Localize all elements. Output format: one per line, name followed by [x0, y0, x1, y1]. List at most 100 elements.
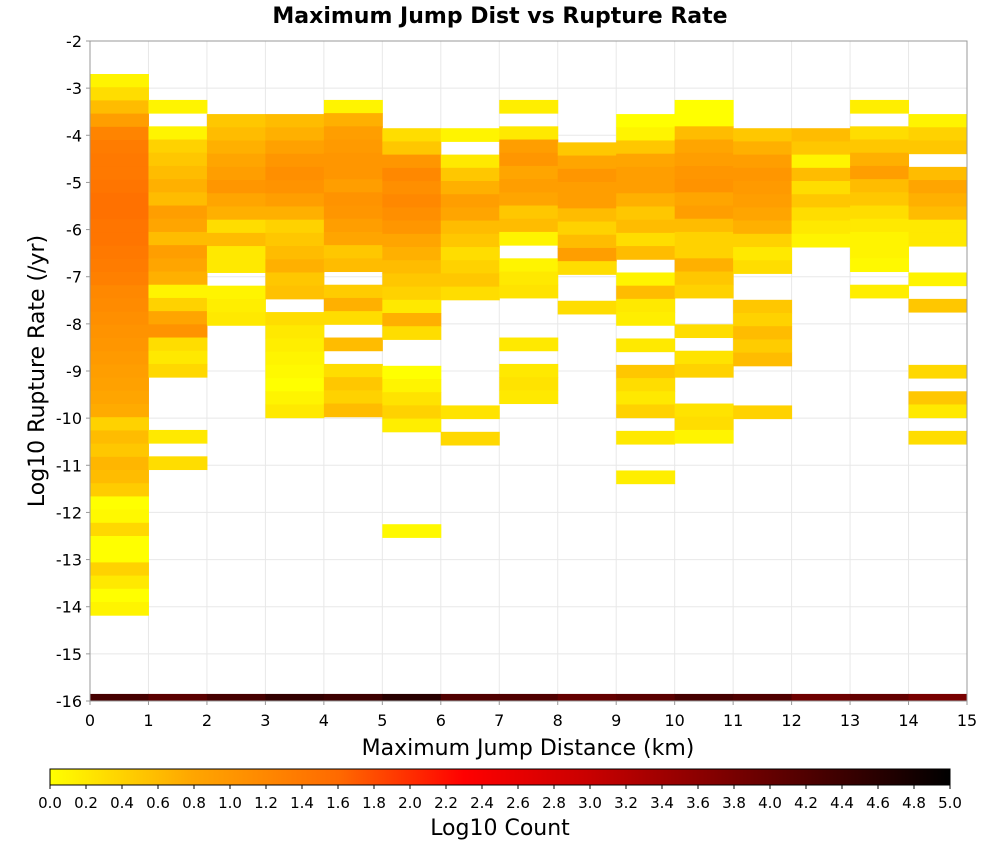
- heatmap-cell: [733, 405, 793, 420]
- y-tick-label: -15: [56, 645, 82, 664]
- heatmap-cell: [382, 326, 442, 340]
- heatmap-cell: [616, 219, 676, 234]
- heatmap-cell: [733, 339, 793, 354]
- heatmap-cell: [90, 364, 149, 379]
- heatmap-cell: [323, 377, 383, 391]
- colorbar-tick-label: 0.4: [110, 794, 134, 812]
- heatmap-cell: [265, 693, 325, 701]
- heatmap-cell: [90, 100, 149, 115]
- colorbar-tick-label: 0.0: [38, 794, 62, 812]
- heatmap-cell: [733, 194, 793, 208]
- heatmap-cell: [908, 219, 968, 234]
- colorbar-tick-label: 2.8: [542, 794, 566, 812]
- heatmap-cell: [616, 693, 676, 701]
- heatmap-cell: [265, 272, 325, 287]
- heatmap-cell: [148, 311, 208, 325]
- colorbar-tick-label: 0.2: [74, 794, 98, 812]
- heatmap-cell: [148, 271, 208, 286]
- heatmap-cell: [674, 693, 734, 701]
- heatmap-cell: [850, 205, 910, 220]
- heatmap-cell: [674, 271, 734, 286]
- heatmap-cell: [90, 272, 149, 286]
- heatmap-cell: [90, 377, 149, 392]
- colorbar-tick-label: 1.8: [362, 794, 386, 812]
- heatmap-cell: [323, 113, 383, 127]
- heatmap-cell: [382, 313, 442, 327]
- heatmap-cell: [791, 128, 851, 142]
- heatmap-cell: [733, 233, 793, 248]
- heatmap-cell: [382, 194, 442, 208]
- heatmap-cell: [440, 693, 500, 701]
- heatmap-cell: [265, 193, 325, 207]
- heatmap-cell: [499, 192, 559, 207]
- heatmap-cell: [733, 220, 793, 235]
- heatmap-cell: [382, 233, 442, 248]
- heatmap-cell: [90, 351, 149, 365]
- y-tick-label: -10: [56, 409, 82, 428]
- heatmap-cell: [733, 154, 793, 169]
- heatmap-cell: [674, 416, 734, 431]
- heatmap-cell: [90, 404, 149, 418]
- x-tick-label: 14: [898, 711, 918, 730]
- heatmap-cell: [323, 152, 383, 167]
- heatmap-cell: [499, 693, 559, 701]
- heatmap-cell: [616, 232, 676, 247]
- heatmap-cell: [850, 218, 910, 233]
- heatmap-cell: [557, 195, 617, 209]
- heatmap-cell: [733, 141, 793, 156]
- colorbar-tick-label: 1.0: [218, 794, 242, 812]
- heatmap-cell: [148, 284, 208, 299]
- heatmap-cell: [674, 179, 734, 193]
- heatmap-cell: [674, 258, 734, 273]
- heatmap-cell: [499, 377, 559, 391]
- heatmap-cell: [265, 114, 325, 128]
- heatmap-cell: [791, 207, 851, 222]
- y-tick-label: -14: [56, 598, 82, 617]
- heatmap-cell: [265, 219, 325, 234]
- x-tick-label: 3: [260, 711, 270, 730]
- heatmap-cell: [674, 350, 734, 365]
- heatmap-cell: [499, 363, 559, 378]
- heatmap-cell: [206, 153, 266, 168]
- heatmap-cell: [148, 245, 208, 259]
- heatmap-cell: [90, 483, 149, 497]
- heatmap-cell: [90, 509, 149, 524]
- heatmap-cell: [557, 168, 617, 183]
- heatmap-cell: [382, 273, 442, 288]
- heatmap-cell: [323, 337, 383, 352]
- heatmap-cell: [674, 245, 734, 259]
- heatmap-cell: [323, 403, 383, 418]
- heatmap-cell: [206, 166, 266, 181]
- heatmap-cell: [616, 364, 676, 379]
- heatmap-cell: [90, 390, 149, 405]
- heatmap-cell: [90, 693, 149, 701]
- heatmap-cell: [206, 232, 266, 247]
- colorbar-tick-label: 3.0: [578, 794, 602, 812]
- heatmap-cell: [791, 181, 851, 195]
- colorbar-tick-label: 1.6: [326, 794, 350, 812]
- heatmap-cell: [265, 325, 325, 339]
- heatmap-cell: [850, 126, 910, 141]
- heatmap-cell: [908, 430, 968, 445]
- heatmap-cell: [908, 693, 968, 701]
- y-tick-label: -5: [66, 173, 82, 192]
- heatmap-cell: [90, 456, 149, 471]
- heatmap-cell: [499, 258, 559, 273]
- heatmap-cell: [206, 246, 266, 260]
- heatmap-cell: [440, 181, 500, 195]
- heatmap-cell: [850, 192, 910, 207]
- heatmap-cell: [382, 286, 442, 301]
- heatmap-cell: [206, 298, 266, 313]
- heatmap-cell: [265, 180, 325, 194]
- heatmap-cell: [148, 179, 208, 193]
- heatmap-cell: [616, 153, 676, 168]
- heatmap-cell: [616, 312, 676, 326]
- heatmap-cell: [499, 139, 559, 154]
- x-tick-label: 1: [143, 711, 153, 730]
- heatmap-cell: [499, 179, 559, 193]
- heatmap-cell: [674, 231, 734, 246]
- colorbar-tick-label: 1.4: [290, 794, 314, 812]
- heatmap-cell: [90, 232, 149, 247]
- heatmap-cell: [733, 326, 793, 340]
